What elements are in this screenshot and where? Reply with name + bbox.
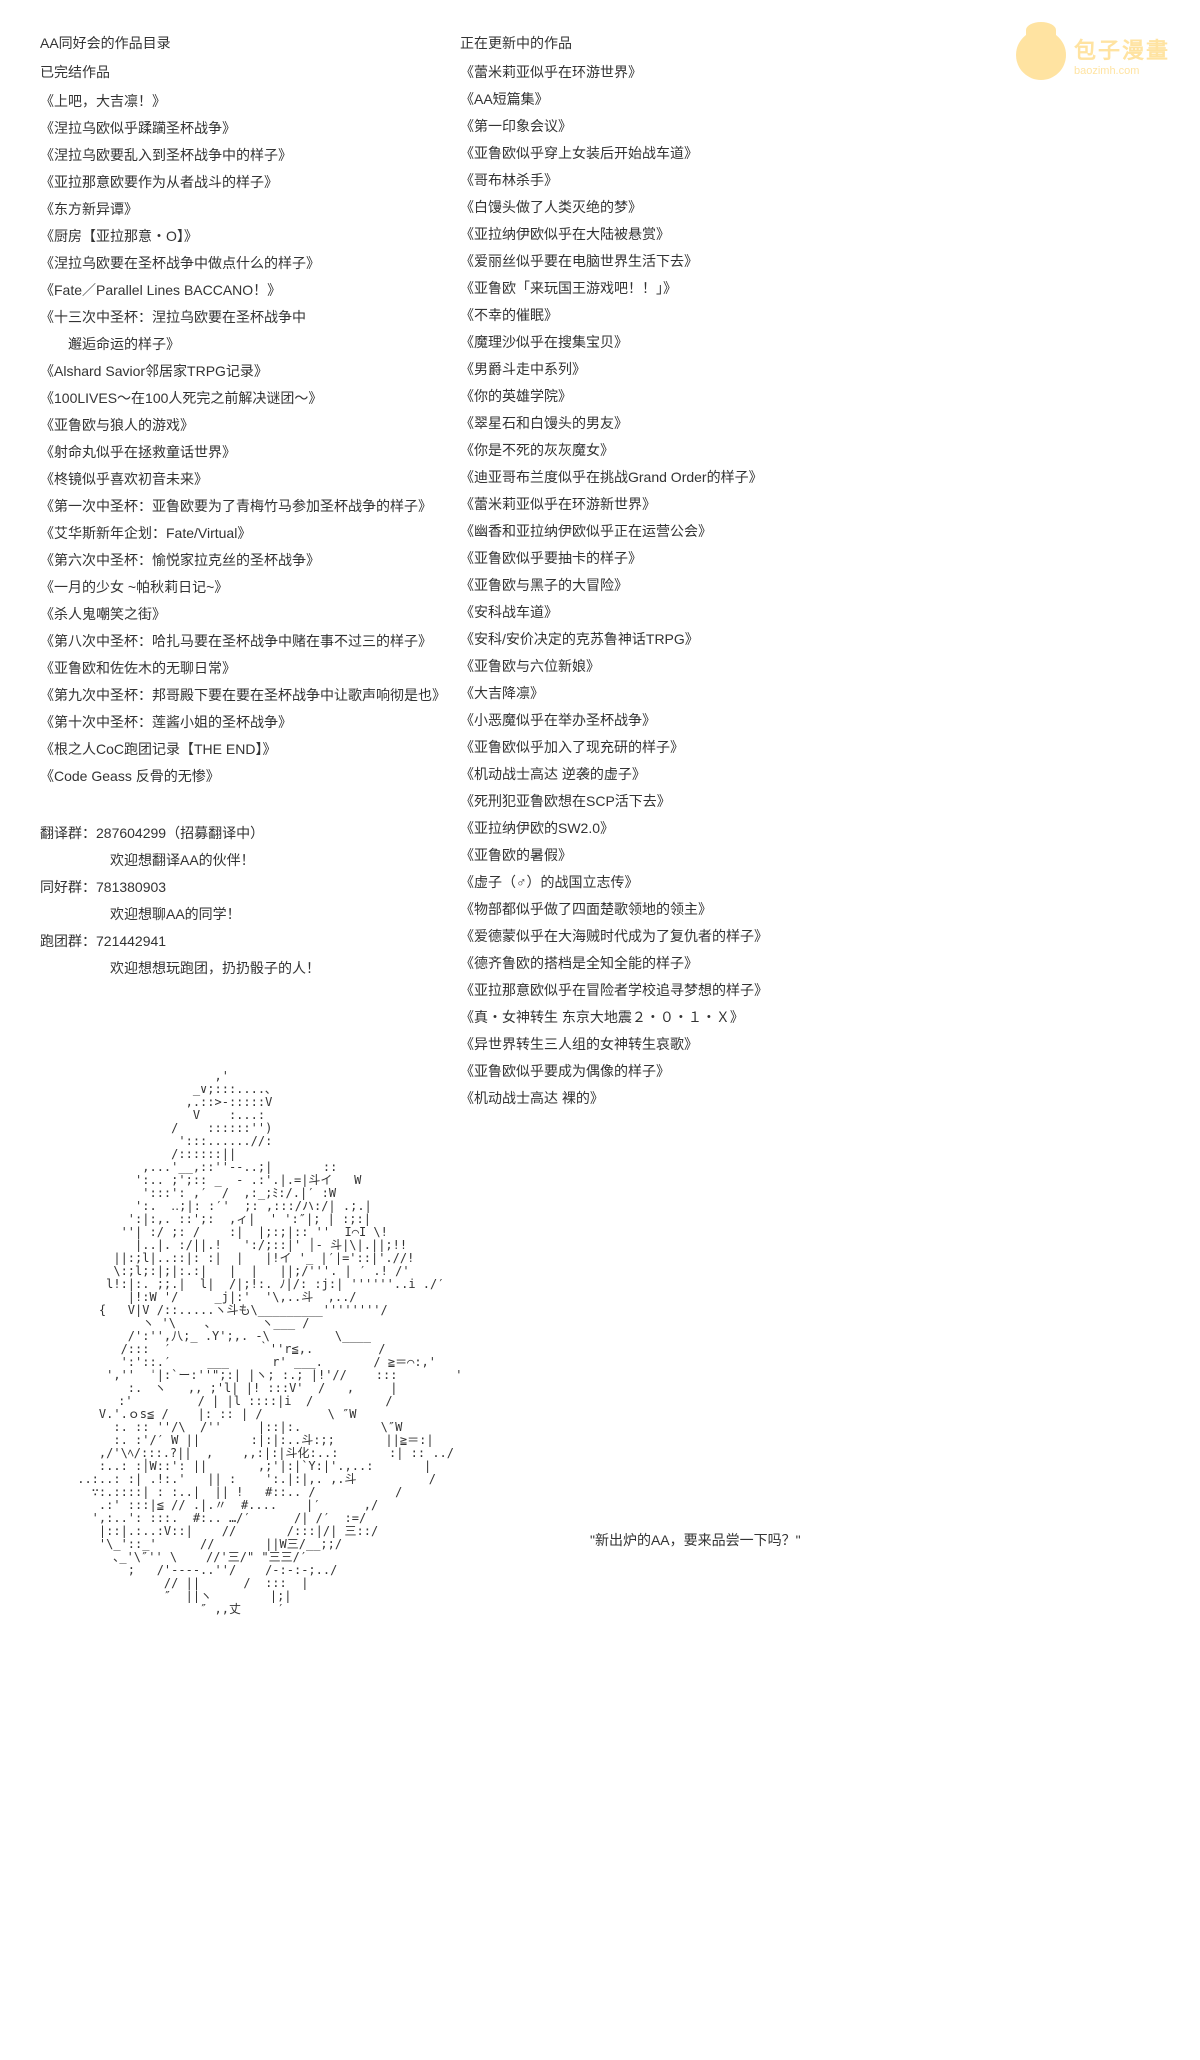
group-label: 翻译群：287604299（招募翻译中） <box>40 820 450 847</box>
right-list-item: 《真・女神转生 东京大地震２・０・１・Ｘ》 <box>460 1004 960 1031</box>
right-list-item: 《蕾米莉亚似乎在环游世界》 <box>460 59 960 86</box>
right-list-item: 《第一印象会议》 <box>460 113 960 140</box>
right-list-item: 《爱丽丝似乎要在电脑世界生活下去》 <box>460 248 960 275</box>
right-list-item: 《德齐鲁欧的搭档是全知全能的样子》 <box>460 950 960 977</box>
right-list-item: 《亚鲁欧似乎要抽卡的样子》 <box>460 545 960 572</box>
left-list-item: 《亚鲁欧和佐佐木的无聊日常》 <box>40 655 450 682</box>
right-list-item: 《不幸的催眠》 <box>460 302 960 329</box>
left-list-item: 《艾华斯新年企划：Fate/Virtual》 <box>40 520 450 547</box>
left-list-item: 《第八次中圣杯：哈扎马要在圣杯战争中赌在事不过三的样子》 <box>40 628 450 655</box>
left-list-item: 《涅拉乌欧要乱入到圣杯战争中的样子》 <box>40 142 450 169</box>
right-list-item: 《爱德蒙似乎在大海贼时代成为了复仇者的样子》 <box>460 923 960 950</box>
group-label: 跑团群：721442941 <box>40 928 450 955</box>
left-list-item: 《Alshard Savior邻居家TRPG记录》 <box>40 358 450 385</box>
left-list-item: 《Fate／Parallel Lines BACCANO！》 <box>40 277 450 304</box>
left-column: AA同好会的作品目录 已完结作品 《上吧，大吉凛！》《涅拉乌欧似乎蹂躏圣杯战争》… <box>40 30 450 1112</box>
right-list-item: 《迪亚哥布兰度似乎在挑战Grand Order的样子》 <box>460 464 960 491</box>
quote-text: "新出炉的AA，要来品尝一下吗？" <box>590 1530 801 1550</box>
left-title-1: AA同好会的作品目录 <box>40 30 450 57</box>
right-list-item: 《亚拉纳伊欧的SW2.0》 <box>460 815 960 842</box>
right-list-item: 《小恶魔似乎在举办圣杯战争》 <box>460 707 960 734</box>
right-list-item: 《亚鲁欧「来玩国王游戏吧！！」》 <box>460 275 960 302</box>
baozi-icon <box>1016 30 1066 80</box>
right-list-item: 《魔理沙似乎在搜集宝贝》 <box>460 329 960 356</box>
left-list-item: 《厨房【亚拉那意・O】》 <box>40 223 450 250</box>
left-list-item: 《柊镜似乎喜欢初音未来》 <box>40 466 450 493</box>
right-list-item: 《安科/安价决定的克苏鲁神话TRPG》 <box>460 626 960 653</box>
logo-text: 包子漫畫 baozimh.com <box>1074 33 1170 77</box>
left-list-item: 邂逅命运的样子》 <box>40 331 450 358</box>
right-list-item: 《虚子（♂）的战国立志传》 <box>460 869 960 896</box>
right-list: 《蕾米莉亚似乎在环游世界》《AA短篇集》《第一印象会议》《亚鲁欧似乎穿上女装后开… <box>460 59 960 1112</box>
groups-section: 翻译群：287604299（招募翻译中）欢迎想翻译AA的伙伴！同好群：78138… <box>40 820 450 982</box>
right-list-item: 《亚鲁欧似乎要成为偶像的样子》 <box>460 1058 960 1085</box>
left-list: 《上吧，大吉凛！》《涅拉乌欧似乎蹂躏圣杯战争》《涅拉乌欧要乱入到圣杯战争中的样子… <box>40 88 450 790</box>
right-list-item: 《死刑犯亚鲁欧想在SCP活下去》 <box>460 788 960 815</box>
right-list-item: 《亚鲁欧的暑假》 <box>460 842 960 869</box>
right-list-item: 《机动战士高达 逆袭的虚子》 <box>460 761 960 788</box>
group-sub: 欢迎想翻译AA的伙伴！ <box>40 847 450 874</box>
right-list-item: 《物部都似乎做了四面楚歌领地的领主》 <box>460 896 960 923</box>
right-list-item: 《白馒头做了人类灭绝的梦》 <box>460 194 960 221</box>
right-list-item: 《翠星石和白馒头的男友》 <box>460 410 960 437</box>
left-list-item: 《东方新异谭》 <box>40 196 450 223</box>
right-list-item: 《亚鲁欧与黑子的大冒险》 <box>460 572 960 599</box>
right-list-item: 《你的英雄学院》 <box>460 383 960 410</box>
left-list-item: 《第六次中圣杯：愉悦家拉克丝的圣杯战争》 <box>40 547 450 574</box>
left-list-item: 《Code Geass 反骨的无惨》 <box>40 763 450 790</box>
right-title: 正在更新中的作品 <box>460 30 960 57</box>
left-list-item: 《涅拉乌欧要在圣杯战争中做点什么的样子》 <box>40 250 450 277</box>
logo-cn: 包子漫畫 <box>1074 33 1170 65</box>
left-list-item: 《第九次中圣杯：邦哥殿下要在要在圣杯战争中让歌声响彻是也》 <box>40 682 450 709</box>
left-list-item: 《根之人CoC跑团记录【THE END】》 <box>40 736 450 763</box>
left-list-item: 《杀人鬼嘲笑之街》 <box>40 601 450 628</box>
right-list-item: 《男爵斗走中系列》 <box>460 356 960 383</box>
right-list-item: 《亚鲁欧与六位新娘》 <box>460 653 960 680</box>
left-title-2: 已完结作品 <box>40 59 450 86</box>
group-sub: 欢迎想聊AA的同学！ <box>40 901 450 928</box>
left-list-item: 《100LIVES～在100人死完之前解决谜团～》 <box>40 385 450 412</box>
left-list-item: 《涅拉乌欧似乎蹂躏圣杯战争》 <box>40 115 450 142</box>
watermark-logo: 包子漫畫 baozimh.com <box>1016 30 1170 80</box>
ascii-art: ,' _∨;:::....､ ,.::>-:::::V V :...: / ::… <box>70 1070 462 1616</box>
logo-en: baozimh.com <box>1074 65 1170 77</box>
group-sub: 欢迎想想玩跑团，扔扔骰子的人！ <box>40 955 450 982</box>
right-list-item: 《异世界转生三人组的女神转生哀歌》 <box>460 1031 960 1058</box>
left-list-item: 《第一次中圣杯：亚鲁欧要为了青梅竹马参加圣杯战争的样子》 <box>40 493 450 520</box>
left-list-item: 《上吧，大吉凛！》 <box>40 88 450 115</box>
group-label: 同好群：781380903 <box>40 874 450 901</box>
right-list-item: 《AA短篇集》 <box>460 86 960 113</box>
right-list-item: 《亚鲁欧似乎穿上女装后开始战车道》 <box>460 140 960 167</box>
right-list-item: 《哥布林杀手》 <box>460 167 960 194</box>
right-list-item: 《安科战车道》 <box>460 599 960 626</box>
left-list-item: 《射命丸似乎在拯救童话世界》 <box>40 439 450 466</box>
left-list-item: 《亚鲁欧与狼人的游戏》 <box>40 412 450 439</box>
right-list-item: 《大吉降凛》 <box>460 680 960 707</box>
right-list-item: 《亚拉纳伊欧似乎在大陆被悬赏》 <box>460 221 960 248</box>
left-list-item: 《十三次中圣杯：涅拉乌欧要在圣杯战争中 <box>40 304 450 331</box>
right-list-item: 《机动战士高达 裸的》 <box>460 1085 960 1112</box>
right-list-item: 《幽香和亚拉纳伊欧似乎正在运营公会》 <box>460 518 960 545</box>
right-column: 正在更新中的作品 《蕾米莉亚似乎在环游世界》《AA短篇集》《第一印象会议》《亚鲁… <box>460 30 960 1112</box>
left-list-item: 《亚拉那意欧要作为从者战斗的样子》 <box>40 169 450 196</box>
right-list-item: 《你是不死的灰灰魔女》 <box>460 437 960 464</box>
right-list-item: 《亚鲁欧似乎加入了现充研的样子》 <box>460 734 960 761</box>
right-list-item: 《蕾米莉亚似乎在环游新世界》 <box>460 491 960 518</box>
right-list-item: 《亚拉那意欧似乎在冒险者学校追寻梦想的样子》 <box>460 977 960 1004</box>
left-list-item: 《第十次中圣杯：莲酱小姐的圣杯战争》 <box>40 709 450 736</box>
left-list-item: 《一月的少女 ~帕秋莉日记~》 <box>40 574 450 601</box>
